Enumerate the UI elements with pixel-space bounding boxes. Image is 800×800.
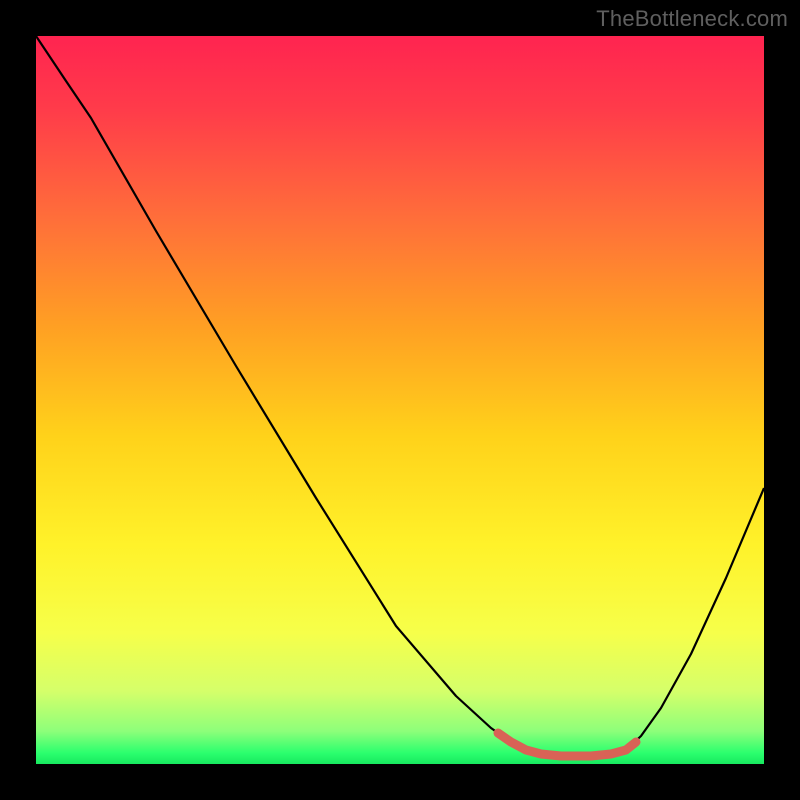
plot-area: [36, 36, 764, 764]
chart-svg: [36, 36, 764, 764]
gradient-background: [36, 36, 764, 764]
watermark-text: TheBottleneck.com: [596, 6, 788, 32]
chart-frame: TheBottleneck.com: [0, 0, 800, 800]
